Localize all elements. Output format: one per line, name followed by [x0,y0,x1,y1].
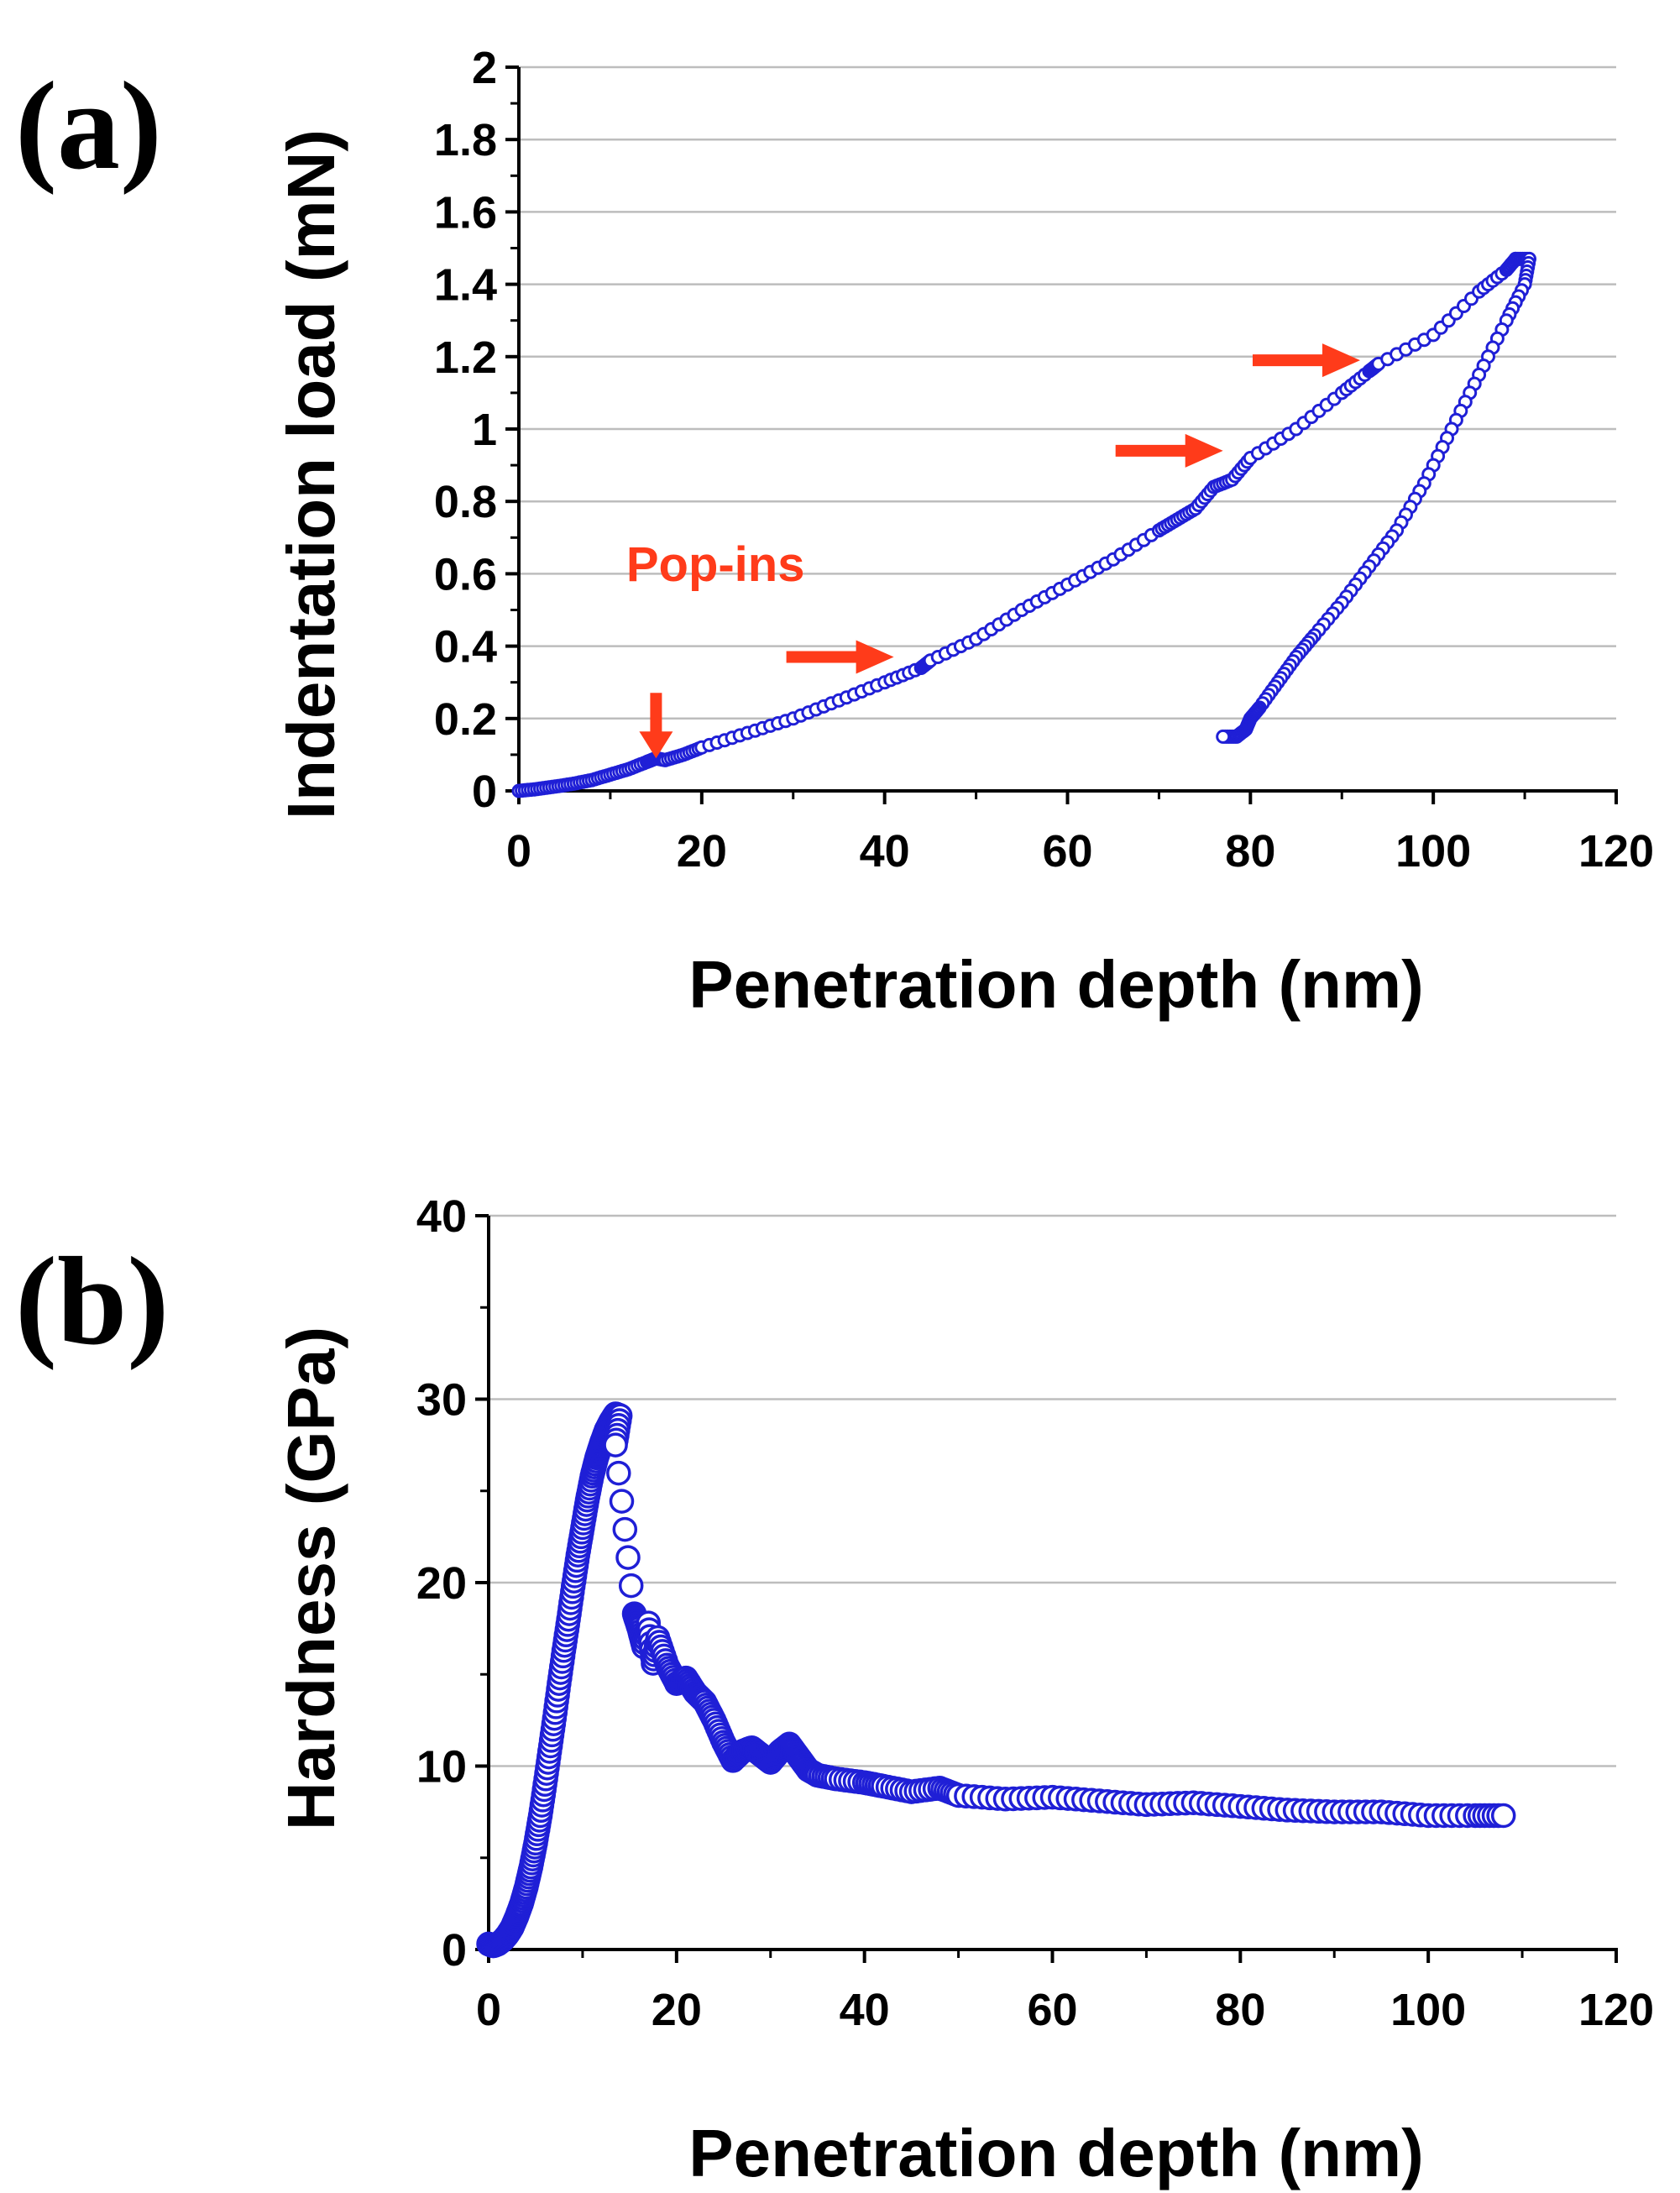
y-tick-label: 0.2 [434,694,497,745]
panel-b-gridlines [489,1214,1616,1767]
x-tick-label: 0 [476,1985,501,2035]
y-tick-label: 0 [442,1925,467,1976]
data-point [618,1573,644,1599]
panel-a-gridlines [519,65,1616,720]
y-tick-label: 1.6 [434,187,497,238]
panel-a-ylabel: Indentation load (mN) [274,129,348,819]
x-tick-label: 40 [860,826,910,877]
data-point [612,1516,638,1542]
x-tick-label: 120 [1578,826,1654,877]
y-tick-label: 1 [472,405,497,455]
data-point [1216,729,1231,744]
panel-a-xtick-labels: 0 20 40 60 80 100 120 [506,826,1654,877]
y-tick-label: 1.4 [434,260,497,311]
y-tick-label: 0.6 [434,549,497,599]
data-point [1490,1803,1516,1829]
y-tick-label: 1.8 [434,115,497,165]
x-tick-label: 60 [1042,826,1092,877]
pop-in-arrow [639,693,673,759]
pop-in-arrow [1115,433,1223,468]
x-tick-label: 0 [506,826,531,877]
panel-a-ytick-labels: 0 0.2 0.4 0.6 0.8 1 1.2 1.4 1.6 1.8 2 [434,43,497,817]
x-tick-label: 80 [1225,826,1275,877]
x-tick-label: 80 [1215,1985,1265,2035]
panel-b-label: (b) [15,1232,169,1371]
data-point [615,1545,641,1570]
data-point [606,1460,631,1486]
pop-in-arrow [786,640,894,674]
x-tick-label: 40 [840,1985,890,2035]
data-point [603,1432,628,1458]
x-tick-label: 20 [652,1985,702,2035]
y-tick-label: 0 [472,767,497,817]
x-tick-label: 100 [1395,826,1471,877]
y-tick-label: 0.4 [434,622,497,673]
pop-ins-label: Pop-ins [626,537,805,592]
panel-a-data-points [511,251,1536,798]
data-point [609,1489,635,1514]
pop-in-arrow [1253,343,1360,378]
x-tick-label: 120 [1578,1985,1654,2035]
panel-b-data-points [476,1401,1516,1959]
y-tick-label: 20 [416,1558,467,1609]
y-tick-label: 1.2 [434,332,497,383]
panel-a-xlabel: Penetration depth (nm) [688,947,1424,1022]
panel-b-chart: (b) 0 10 20 30 40 0 20 40 60 80 100 120 Penetratio… [15,1191,1654,2190]
panel-b-ytick-labels: 0 10 20 30 40 [416,1191,467,1976]
y-tick-label: 40 [416,1191,467,1242]
panel-b-ylabel: Hardness (GPa) [274,1327,348,1830]
x-tick-label: 20 [677,826,727,877]
x-tick-label: 100 [1390,1985,1466,2035]
panel-b-axes [475,1214,1618,1963]
panel-a-chart: (a) 0 0.2 0.4 0.6 0.8 1 1.2 1.4 1.6 1.8 2 0 20 40 60 8… [15,43,1654,1022]
panel-a-annotations: Pop-ins [626,343,1360,759]
panel-a-label: (a) [15,56,162,196]
panel-b-xtick-labels: 0 20 40 60 80 100 120 [476,1985,1654,2035]
y-tick-label: 30 [416,1375,467,1426]
panel-b-xlabel: Penetration depth (nm) [688,2116,1424,2190]
y-tick-label: 0.8 [434,477,497,527]
x-tick-label: 60 [1027,1985,1077,2035]
y-tick-label: 2 [472,43,497,93]
y-tick-label: 10 [416,1742,467,1793]
